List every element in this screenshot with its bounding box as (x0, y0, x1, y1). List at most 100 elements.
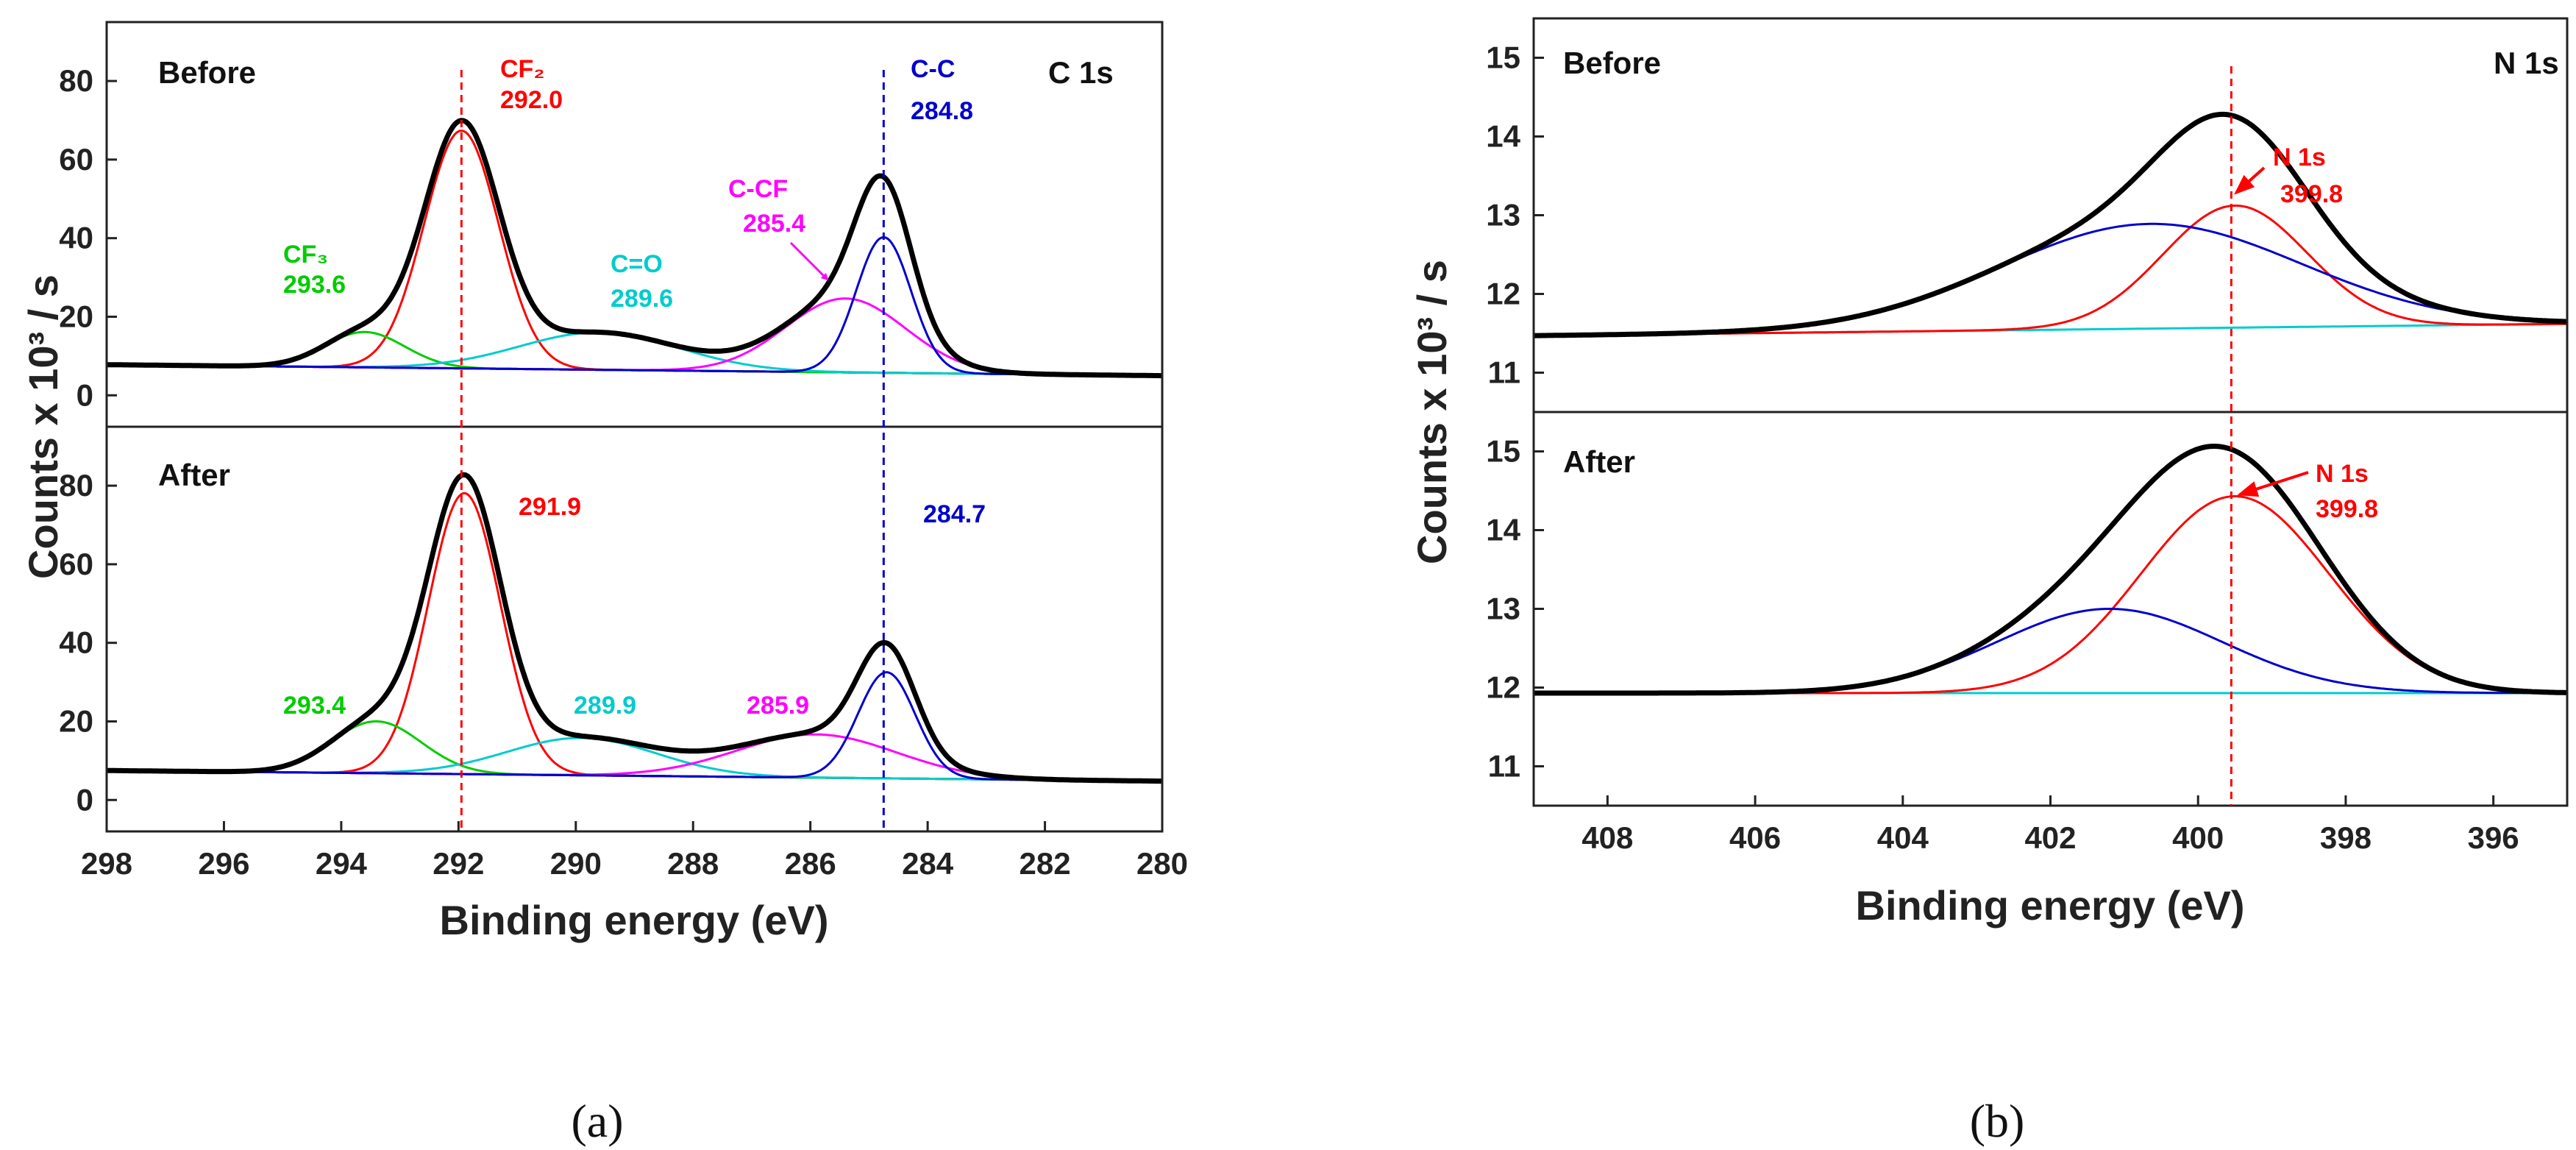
panel-a-reference-lines (460, 70, 885, 831)
y-tick-label: 14 (1486, 513, 1520, 547)
y-tick-label: 20 (59, 299, 93, 333)
envelope-curve (107, 472, 1162, 784)
y-tick-label: 14 (1486, 119, 1520, 154)
annotation-b-after-n1s-value: 399.8 (2316, 495, 2378, 523)
x-tick-label: 396 (2468, 820, 2519, 855)
panel-b-after-label: After (1563, 444, 1635, 479)
x-tick-label: 286 (785, 846, 836, 881)
annotation-ccf-value: 285.4 (743, 210, 805, 238)
panel-b-title: N 1s (2494, 46, 2559, 80)
panel-b-x-ticks: 408 406 404 402 400 398 396 (1581, 795, 2519, 855)
annotation-b-after-n1s-label: N 1s (2316, 460, 2369, 488)
panel-b-letter: (b) (1970, 1095, 2025, 1147)
panel-a-letter: (a) (571, 1095, 623, 1147)
y-tick-label: 13 (1486, 198, 1520, 233)
panel-b-before-y-ticks: 11 12 13 14 15 (1486, 40, 1544, 390)
x-tick-label: 282 (1020, 846, 1071, 881)
y-tick-label: 20 (59, 703, 93, 738)
panel-a-after-frame (105, 425, 1164, 833)
y-tick-label: 80 (59, 63, 93, 98)
y-tick-label: 12 (1486, 670, 1520, 705)
envelope-curve (107, 118, 1162, 379)
annotation-cc-label: C-C (911, 55, 955, 83)
panel-b-before-frame (1532, 17, 2569, 413)
component-curve-n-1s (1534, 205, 2567, 337)
panel-a-after-plot: 0 20 40 60 80 298 296 294 292 290 288 286 284 282 280… (59, 425, 1188, 881)
annotation-after-cf2-value: 291.9 (519, 493, 581, 521)
annotation-b-before-n1s-label: N 1s (2273, 143, 2326, 171)
component-curve-cf2 (107, 491, 1162, 783)
y-tick-label: 13 (1486, 592, 1520, 626)
x-tick-label: 290 (550, 846, 602, 881)
panel-b-after-plot: 11 12 13 14 15 408 406 404 402 400 398 396 After N… (1486, 411, 2569, 855)
x-tick-label: 402 (2024, 820, 2076, 855)
x-tick-label: 408 (1581, 820, 1633, 855)
x-tick-label: 398 (2320, 820, 2372, 855)
y-tick-label: 15 (1486, 434, 1520, 469)
component-curve-n-1s (1534, 495, 2567, 695)
y-tick-label: 11 (1488, 355, 1520, 390)
envelope-curve (1534, 111, 2567, 338)
panel-a-after-y-ticks: 0 20 40 60 80 (59, 468, 117, 817)
annotation-after-co-value: 289.9 (574, 692, 636, 720)
x-tick-label: 294 (316, 846, 368, 881)
panel-a-title: C 1s (1048, 55, 1114, 90)
panel-a-y-axis-title: Counts x 10³ / s (20, 274, 66, 579)
annotation-cf2-value: 292.0 (500, 86, 563, 114)
y-tick-label: 0 (77, 782, 93, 817)
component-curve-c-c (107, 671, 1162, 783)
panel-a-x-ticks: 298 296 294 292 290 288 286 284 282 280 (81, 821, 1188, 881)
annotation-co-label: C=O (611, 250, 663, 278)
x-tick-label: 296 (198, 846, 249, 881)
component-curve-c-c (107, 235, 1162, 377)
annotation-ccf-label: C-CF (728, 175, 788, 203)
x-tick-label: 406 (1729, 820, 1781, 855)
annotation-b-before-arrow (2234, 166, 2266, 195)
x-tick-label: 298 (81, 846, 132, 881)
y-tick-label: 60 (59, 142, 93, 177)
panel-b-after-frame (1532, 411, 2569, 807)
y-tick-label: 60 (59, 547, 93, 581)
y-tick-label: 15 (1486, 40, 1520, 75)
y-tick-label: 11 (1488, 749, 1520, 784)
panel-b-after-curves (1534, 444, 2567, 696)
panel-a-after-curves (107, 472, 1162, 784)
component-curve-second-component (1534, 608, 2567, 695)
annotation-cc-value: 284.8 (911, 97, 973, 125)
panel-b-after-y-ticks: 11 12 13 14 15 (1486, 434, 1544, 784)
x-tick-label: 284 (902, 846, 954, 881)
panel-b-y-axis-title: Counts x 10³ / s (1409, 260, 1455, 564)
panel-b-before-curves (1534, 111, 2567, 338)
x-tick-label: 280 (1136, 846, 1188, 881)
panel-a-before-label: Before (158, 55, 256, 90)
annotation-after-cc-value: 284.7 (923, 500, 986, 528)
x-tick-label: 404 (1877, 820, 1929, 855)
y-tick-label: 12 (1486, 277, 1520, 311)
x-tick-label: 288 (667, 846, 719, 881)
envelope-curve (1534, 444, 2567, 696)
annotation-co-value: 289.6 (611, 285, 673, 313)
annotation-cf2-label: CF₂ (500, 55, 544, 83)
panel-b-x-axis-title: Binding energy (eV) (1856, 882, 2245, 929)
panel-a-after-label: After (158, 458, 230, 492)
annotation-after-ccf-value: 285.9 (747, 692, 809, 720)
annotation-cf3-label: CF₃ (283, 241, 328, 269)
annotation-ccf-arrow (789, 241, 829, 281)
y-tick-label: 40 (59, 221, 93, 255)
panel-a-before-plot: 0 20 40 60 80 Before C 1s CF₂ 292.0 CF₃ 293.… (59, 21, 1164, 428)
y-tick-label: 80 (59, 468, 93, 503)
x-tick-label: 292 (433, 846, 484, 881)
panel-a-before-y-ticks: 0 20 40 60 80 (59, 63, 117, 412)
annotation-cf3-value: 293.6 (283, 271, 346, 299)
panel-a-before-curves (107, 118, 1162, 379)
y-tick-label: 40 (59, 625, 93, 660)
panel-b-before-plot: 11 12 13 14 15 Before N 1s N 1s 399.8 (1486, 17, 2569, 413)
panel-b-before-label: Before (1563, 46, 1661, 80)
x-tick-label: 400 (2172, 820, 2224, 855)
annotation-b-after-arrow (2237, 471, 2309, 497)
annotation-b-before-n1s-value: 399.8 (2280, 180, 2343, 208)
y-tick-label: 0 (77, 377, 93, 412)
annotation-after-cf3-value: 293.4 (283, 692, 346, 720)
panel-a-x-axis-title: Binding energy (eV) (440, 897, 829, 943)
